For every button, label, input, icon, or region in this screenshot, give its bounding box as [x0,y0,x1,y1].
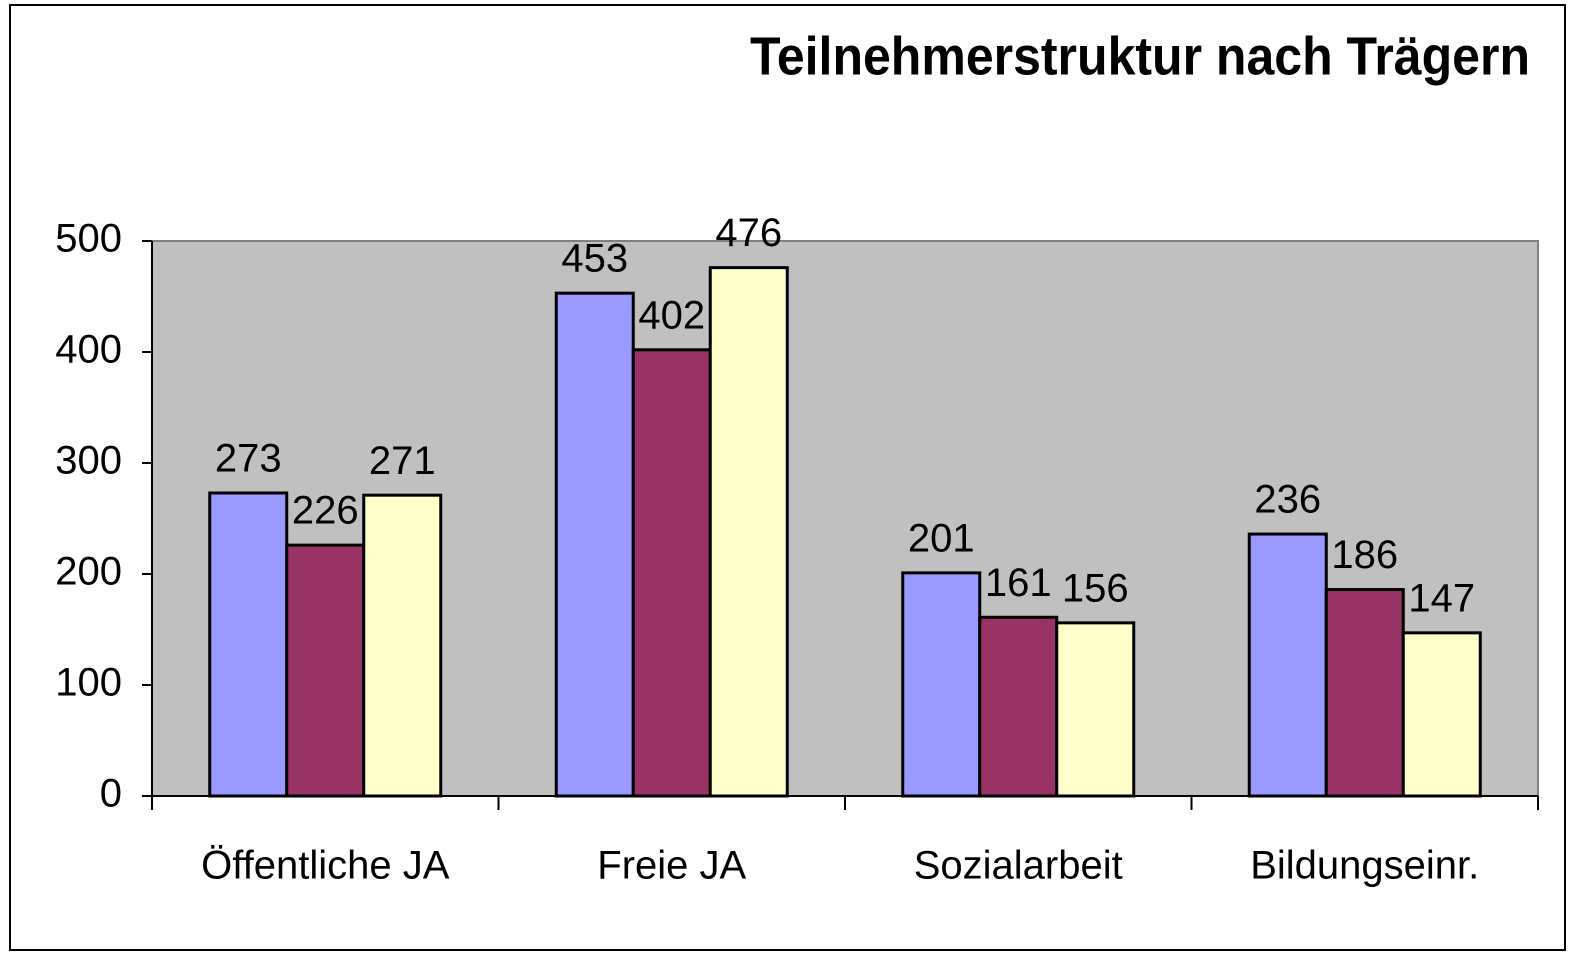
data-label: 161 [985,561,1052,605]
data-label: 156 [1062,566,1129,610]
x-tick-label: Freie JA [597,844,746,888]
bar [1324,588,1405,798]
y-tick-label: 400 [55,328,122,372]
x-tick-label: Bildungseinr. [1250,844,1479,888]
y-tick-label: 500 [55,217,122,261]
x-tick-label: Öffentliche JA [201,844,450,888]
data-label: 402 [638,293,705,337]
bar [978,615,1059,798]
bar [285,543,366,798]
bar [1401,631,1482,798]
data-label: 453 [561,237,628,281]
data-label: 147 [1408,576,1475,620]
y-tick-label: 0 [100,772,122,816]
bar [362,493,443,798]
y-tick-label: 100 [55,661,122,705]
data-label: 226 [292,489,359,533]
data-label: 271 [369,439,436,483]
bar [1247,532,1328,798]
data-label: 201 [908,516,975,560]
data-label: 236 [1254,478,1321,522]
y-tick-label: 300 [55,439,122,483]
bar [708,266,789,798]
bar [554,291,635,798]
bar [1055,621,1136,798]
x-tick-label: Sozialarbeit [914,844,1123,888]
bar [901,571,982,798]
data-label: 476 [715,211,782,255]
bar [208,491,289,798]
chart-title: Teilnehmerstruktur nach Trägern [750,26,1530,86]
y-tick-label: 200 [55,550,122,594]
data-label: 273 [215,437,282,481]
bar [631,348,712,798]
data-label: 186 [1331,533,1398,577]
